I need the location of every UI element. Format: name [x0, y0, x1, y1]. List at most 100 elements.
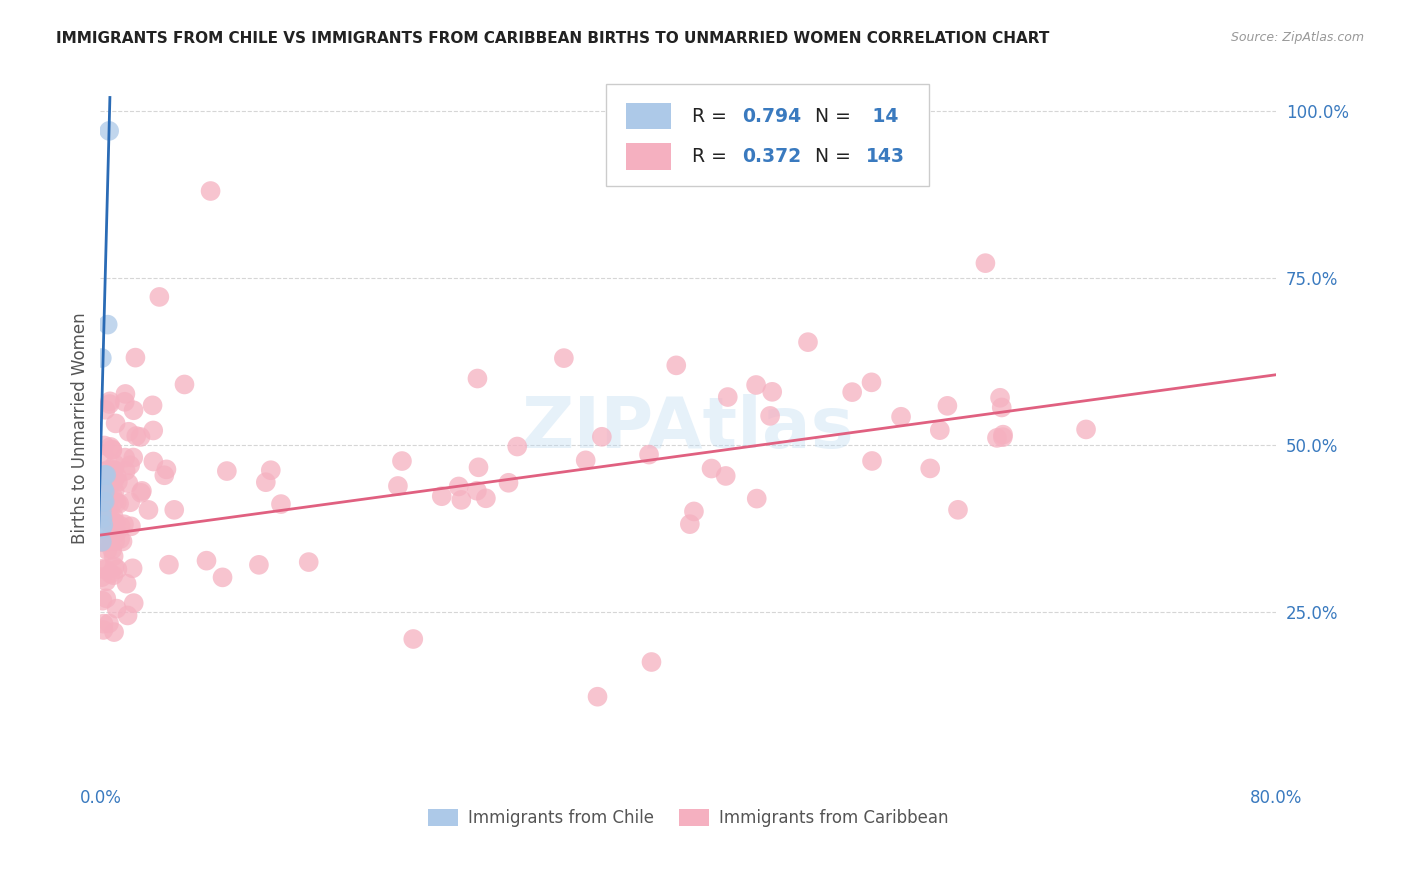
Point	[94, 402, 117, 417]
Point	[101, 443, 124, 458]
Point	[142, 424, 165, 438]
Point	[148, 290, 170, 304]
Point	[93, 486, 115, 500]
Point	[93, 616, 115, 631]
Point	[591, 430, 613, 444]
Point	[890, 409, 912, 424]
Text: 14: 14	[866, 106, 898, 126]
Point	[100, 529, 122, 543]
Y-axis label: Births to Unmarried Women: Births to Unmarried Women	[72, 312, 89, 544]
Point	[988, 391, 1011, 405]
Point	[90, 521, 112, 535]
Point	[94, 562, 117, 576]
Point	[90, 505, 112, 519]
Point	[195, 554, 218, 568]
Text: N =: N =	[815, 106, 858, 126]
Point	[391, 454, 413, 468]
Point	[101, 488, 124, 502]
Point	[430, 489, 453, 503]
Point	[97, 512, 120, 526]
Point	[115, 576, 138, 591]
Text: Source: ZipAtlas.com: Source: ZipAtlas.com	[1230, 31, 1364, 45]
Point	[586, 690, 609, 704]
Point	[215, 464, 238, 478]
Point	[94, 484, 117, 499]
Point	[447, 479, 470, 493]
Point	[114, 394, 136, 409]
Point	[928, 423, 950, 437]
Point	[91, 593, 114, 607]
FancyBboxPatch shape	[626, 103, 671, 129]
Point	[98, 616, 121, 631]
Point	[125, 429, 148, 443]
Point	[94, 494, 117, 508]
Point	[96, 543, 118, 558]
Point	[114, 387, 136, 401]
Text: N =: N =	[815, 147, 858, 166]
Point	[90, 508, 112, 523]
Point	[105, 601, 128, 615]
Text: 143: 143	[866, 147, 905, 166]
Point	[759, 409, 782, 423]
Point	[97, 500, 120, 515]
Point	[120, 519, 142, 533]
Point	[745, 491, 768, 506]
Point	[98, 397, 121, 411]
Point	[117, 608, 139, 623]
Point	[90, 570, 112, 584]
Point	[298, 555, 321, 569]
Point	[450, 492, 472, 507]
Point	[103, 568, 125, 582]
Point	[103, 625, 125, 640]
Point	[991, 430, 1014, 444]
Point	[100, 440, 122, 454]
Point	[498, 475, 520, 490]
Point	[211, 570, 233, 584]
Point	[122, 596, 145, 610]
Point	[946, 503, 969, 517]
Point	[94, 467, 117, 482]
Point	[97, 463, 120, 477]
Point	[120, 495, 142, 509]
Point	[100, 566, 122, 581]
Point	[108, 532, 131, 546]
Point	[745, 378, 768, 392]
Point	[110, 519, 132, 533]
Point	[467, 371, 489, 385]
Point	[90, 351, 112, 365]
Point	[841, 385, 863, 400]
Point	[100, 473, 122, 487]
Point	[117, 476, 139, 491]
Point	[506, 440, 529, 454]
Point	[129, 486, 152, 500]
Point	[120, 458, 142, 473]
Point	[103, 463, 125, 477]
Point	[991, 427, 1014, 442]
Point	[104, 417, 127, 431]
Point	[104, 484, 127, 499]
Point	[97, 515, 120, 529]
Point	[121, 561, 143, 575]
Point	[91, 535, 114, 549]
Point	[96, 535, 118, 549]
Point	[97, 480, 120, 494]
Point	[101, 463, 124, 477]
Point	[638, 448, 661, 462]
Point	[402, 632, 425, 646]
Text: R =: R =	[692, 106, 733, 126]
Point	[93, 438, 115, 452]
Point	[157, 558, 180, 572]
Point	[94, 574, 117, 589]
Point	[91, 494, 114, 508]
Point	[714, 469, 737, 483]
Point	[142, 398, 165, 412]
Point	[98, 394, 121, 409]
Point	[105, 562, 128, 576]
Point	[91, 562, 114, 576]
Point	[93, 447, 115, 461]
Point	[797, 335, 820, 350]
Point	[1074, 422, 1097, 436]
Point	[114, 464, 136, 478]
Point	[104, 516, 127, 530]
Point	[114, 450, 136, 465]
